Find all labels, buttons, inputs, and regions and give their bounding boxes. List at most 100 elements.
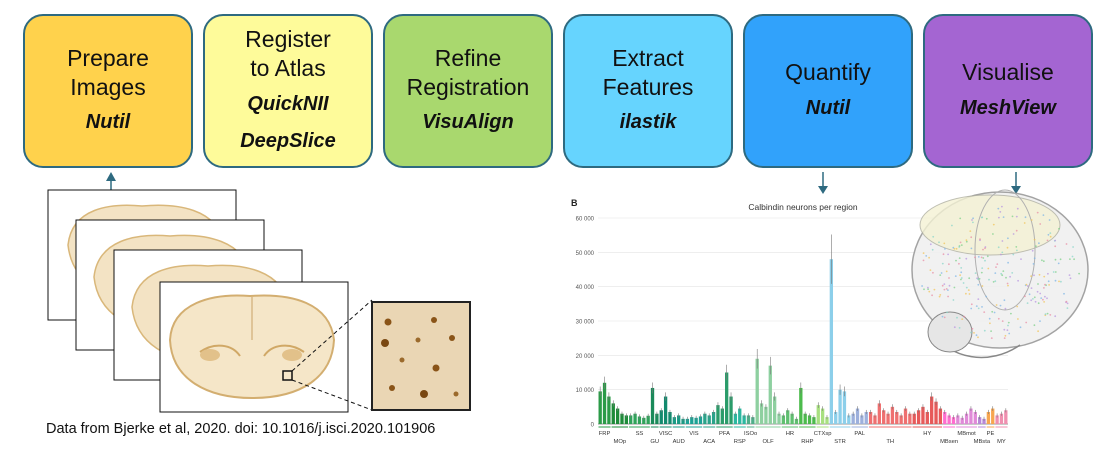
chart-title: Calbindin neurons per region [748,202,857,212]
mesh-point [1010,312,1012,315]
citation-text: Data from Bjerke et al, 2020. doi: 10.10… [46,421,436,437]
mesh-point [972,217,974,220]
chart-group-label: PAL [854,431,865,437]
mesh-point [956,316,958,319]
mesh-point [1016,207,1019,210]
chart-group-label: MBmot [957,431,976,437]
mesh-point [1036,211,1039,214]
chart-bar [916,410,921,424]
chart-group-label: OLF [762,439,774,445]
zoomed-inset [371,301,471,411]
chart-bar [912,413,916,424]
mesh-point [928,256,930,259]
mesh-point [1026,302,1029,304]
mesh-point [968,277,971,280]
chart-bar [925,411,929,424]
arrowhead-quantify [818,186,828,194]
mesh-point [1063,292,1065,295]
mesh-point [1044,283,1046,286]
chart-bar [677,415,681,424]
chart-bar [777,413,781,424]
mesh-point [927,286,929,289]
mesh-point [1000,272,1003,275]
mesh-point [938,295,941,298]
mesh-point [1078,272,1080,275]
mesh-point [932,235,935,238]
mesh-point [945,288,948,290]
mesh-point [970,303,973,306]
mesh-point [1007,284,1009,287]
mesh-point [973,332,975,334]
mesh-point [1020,258,1022,260]
mesh-point [943,288,946,291]
chart-bar [803,413,807,424]
step-quantify: Quantify Nutil [743,14,913,168]
chart-group-label: PE [987,431,995,437]
chart-bar [694,417,698,424]
mesh-point [981,306,983,308]
mesh-point [1017,318,1019,320]
mesh-point [939,274,942,276]
mesh-point [948,263,950,266]
chart-bar [799,387,803,424]
arrowhead-visualise [1011,186,1021,194]
chart-bar [851,413,855,424]
mesh-point [980,256,983,259]
brain-mesh-3d [911,189,1089,359]
mesh-point [978,277,981,280]
chart-y-tick-label: 40 000 [576,285,595,291]
chart-group-label: VISC [659,431,673,437]
mesh-point [945,270,948,273]
mesh-point [1065,243,1068,245]
chart-bar [960,417,964,424]
mesh-point [1004,307,1007,310]
mesh-point [1034,300,1037,303]
mesh-point [992,281,995,283]
mesh-point [1007,237,1009,240]
chart-bar [847,415,851,424]
mesh-point [953,326,956,329]
mesh-point [985,217,988,220]
chart-bar [637,416,642,424]
mesh-point [1006,282,1009,285]
chart-bar [882,410,886,424]
mesh-point [979,238,981,241]
mesh-point [983,329,986,332]
mesh-point [974,256,976,259]
mesh-point [953,247,956,250]
mesh-point [1066,302,1069,305]
mesh-points [921,205,1080,339]
chart-bar [895,411,899,424]
mesh-point [1054,315,1057,318]
mesh-point [952,246,955,249]
mesh-point [1008,332,1011,335]
mesh-point [922,259,925,262]
mesh-point [1041,259,1043,262]
mesh-point [941,262,944,265]
chart-bar [711,411,716,424]
mesh-point [954,275,957,277]
chart-bar [755,358,759,424]
mesh-point [1024,216,1027,219]
mesh-point [947,289,949,291]
mesh-point [1001,320,1004,322]
chart-bar [738,408,742,424]
chart-y-tick-label: 10 000 [576,388,595,394]
mesh-point [1007,324,1009,327]
mesh-point [944,248,946,250]
mesh-point [999,304,1002,307]
mesh-point [1037,283,1039,285]
chart-bar [999,413,1004,424]
mesh-point [1025,283,1028,286]
chart-bar [864,411,868,424]
mesh-point [1037,302,1040,305]
mesh-point [1069,277,1072,280]
chart-bar [698,416,703,424]
mesh-point [1001,205,1003,208]
mesh-point [1039,223,1042,225]
mesh-point [1038,273,1041,276]
mesh-point [1007,261,1009,264]
mesh-point [983,311,986,313]
chart-bar [650,387,655,424]
mesh-point [938,241,940,244]
